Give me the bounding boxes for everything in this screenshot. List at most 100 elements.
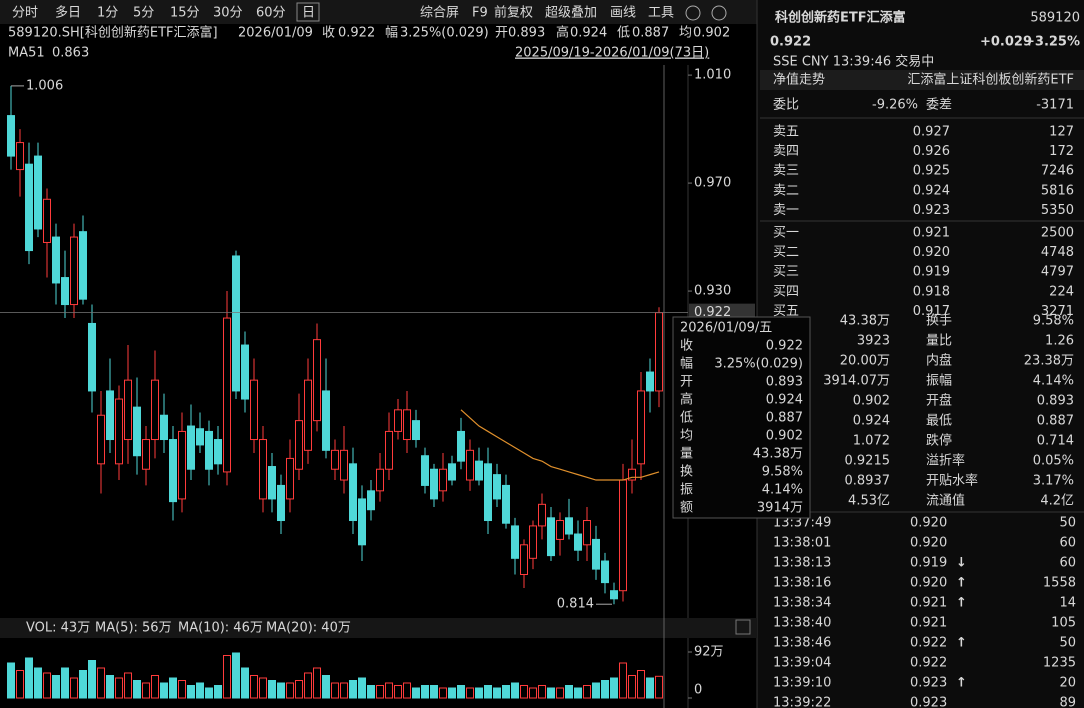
tool-button[interactable]: 画线: [610, 6, 636, 21]
volume-bar: [34, 667, 42, 699]
tool-button[interactable]: 超级叠加: [545, 6, 597, 21]
volume-bar: [619, 662, 627, 699]
tab[interactable]: 多日: [55, 5, 81, 21]
volume-bar: [259, 677, 267, 699]
tab[interactable]: 1分: [97, 6, 118, 21]
stat-value: 0.924: [853, 414, 890, 429]
book-volume: 4748: [1041, 245, 1074, 260]
candle-body: [475, 460, 483, 481]
volume-bar: [286, 682, 294, 699]
candle-body: [7, 115, 15, 157]
volume-bar: [70, 677, 78, 699]
tab[interactable]: 分时: [12, 6, 38, 21]
book-label: 买二: [773, 245, 799, 260]
candle-body: [394, 409, 402, 432]
tooltip-label: 振: [680, 483, 693, 498]
candle-body: [412, 420, 420, 441]
nav-label[interactable]: 净值走势: [773, 72, 825, 88]
trade-arrow: ↑: [956, 576, 967, 591]
candle-body: [493, 474, 501, 500]
candle-body: [592, 538, 600, 570]
candle-body: [619, 479, 627, 592]
volume-bar: [367, 685, 375, 699]
info-change-label: 幅: [385, 26, 398, 41]
tooltip-value: 4.14%: [762, 483, 803, 498]
book-price: 0.925: [913, 164, 950, 179]
stat-value: 0.05%: [1033, 454, 1074, 469]
candle-body: [313, 339, 321, 422]
fund-full-name: 汇添富上证科创板创新药ETF: [907, 72, 1074, 88]
tooltip-label: 高: [680, 392, 693, 408]
close-button[interactable]: [735, 619, 751, 635]
stat-label: 内盘: [926, 353, 952, 369]
tooltip-box: [672, 316, 811, 519]
candle-body: [511, 525, 519, 559]
candle-body: [637, 390, 645, 465]
tab[interactable]: 30分: [213, 6, 243, 21]
trade-time: 13:38:34: [773, 596, 831, 611]
tool-button[interactable]: 工具: [648, 6, 674, 21]
volume-bar: [349, 680, 357, 699]
toolbar-bg: [0, 0, 757, 24]
book-volume: 4797: [1041, 265, 1074, 280]
volume-bar: [295, 680, 303, 699]
book-volume: 127: [1049, 125, 1074, 140]
candle-body: [250, 379, 258, 441]
trade-volume: 105: [1051, 616, 1076, 631]
trade-volume: 14: [1059, 596, 1076, 611]
icon[interactable]: [685, 5, 701, 21]
stat-label: 振幅: [926, 374, 952, 389]
volume-bar: [331, 682, 339, 699]
book-label: 买三: [773, 265, 799, 280]
tab[interactable]: 5分: [133, 6, 154, 21]
tooltip-label: 额: [680, 501, 693, 516]
stat-value: 0.902: [853, 394, 890, 409]
volume-bar: [502, 685, 510, 699]
tab[interactable]: 15分: [170, 6, 200, 21]
book-price: 0.923: [913, 203, 950, 218]
volume-bar: [493, 687, 501, 699]
book-label: 卖一: [773, 203, 799, 218]
trade-time: 13:38:16: [773, 576, 831, 591]
volume-bar: [421, 685, 429, 699]
ma-name: MA51: [8, 46, 45, 61]
volume-legend: MA(10): 46万: [178, 621, 263, 636]
volume-bar: [97, 667, 105, 699]
active-tab[interactable]: [296, 2, 320, 22]
stat-value: 3914.07万: [823, 374, 890, 389]
info-close: 0.922: [338, 26, 375, 41]
cursor-price: 0.922: [694, 305, 731, 320]
candle-body: [88, 322, 96, 392]
tab[interactable]: 60分: [256, 6, 286, 21]
tooltip-label: 换: [680, 465, 693, 480]
volume-bar: [340, 682, 348, 699]
info-high: 0.924: [570, 26, 607, 41]
candle-body: [52, 236, 60, 284]
candle-body: [610, 590, 618, 600]
candle-body: [160, 414, 168, 441]
stat-value: 4.14%: [1033, 374, 1074, 389]
candle-body: [79, 231, 87, 300]
tab[interactable]: 日: [302, 6, 315, 21]
volume-bar: [583, 685, 591, 699]
trade-arrow: ↑: [956, 596, 967, 611]
book-label: 买五: [773, 304, 799, 319]
tooltip-value: 0.922: [766, 339, 803, 354]
candle-body: [403, 409, 411, 441]
tool-button[interactable]: F9: [472, 6, 488, 21]
candle-body: [484, 463, 492, 522]
icon[interactable]: [711, 5, 727, 21]
stat-label: 开贴水率: [926, 473, 978, 489]
volume-bar: [538, 685, 546, 699]
book-label: 卖二: [773, 183, 799, 198]
volume-bar: [556, 687, 564, 699]
volume-bar: [7, 662, 15, 699]
tool-button[interactable]: 前复权: [494, 5, 533, 21]
volume-bar: [520, 685, 528, 699]
candle-body: [520, 544, 528, 576]
candle-body: [304, 379, 312, 451]
volume-bar: [106, 675, 114, 699]
candle-body: [466, 449, 474, 481]
tooltip-value: 0.924: [766, 393, 803, 408]
tool-button[interactable]: 综合屏: [420, 6, 459, 21]
